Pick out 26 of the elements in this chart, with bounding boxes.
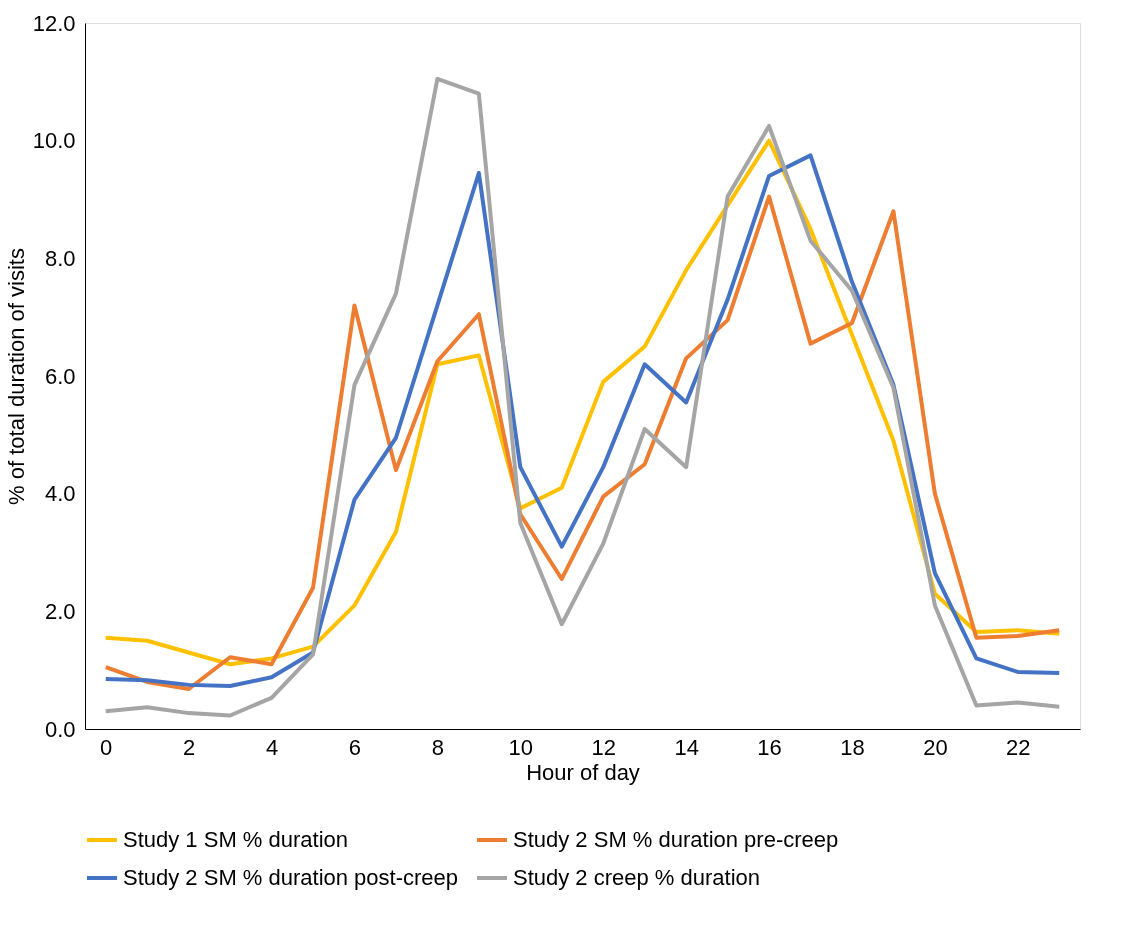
x-tick-label: 20	[923, 734, 948, 760]
y-tick-label: 8.0	[44, 245, 76, 271]
y-axis-title: % of total duration of visits	[3, 248, 29, 505]
x-tick-label: 10	[508, 734, 534, 760]
x-axis-title: Hour of day	[526, 759, 640, 785]
x-tick-label: 4	[265, 734, 279, 760]
x-tick-label: 2	[183, 734, 196, 760]
legend-label: Study 2 SM % duration pre-creep	[513, 827, 839, 852]
line-series	[103, 76, 1062, 718]
x-tick-label: 6	[348, 734, 362, 760]
x-tick-label: 14	[674, 734, 699, 760]
legend-label: Study 2 SM % duration post-creep	[123, 865, 459, 890]
y-tick-label: 0.0	[44, 716, 76, 742]
legend-label: Study 1 SM % duration	[123, 827, 349, 852]
y-tick-label: 6.0	[44, 363, 76, 389]
x-tick-label: 0	[100, 734, 113, 760]
y-tick-label: 12.0	[32, 10, 76, 36]
x-tick-label: 8	[431, 734, 445, 760]
x-tick-label: 16	[757, 734, 782, 760]
y-tick-label: 10.0	[32, 128, 76, 154]
y-tick-label: 4.0	[44, 481, 76, 507]
x-tick-label: 12	[591, 734, 616, 760]
x-tick-label: 22	[1006, 734, 1031, 760]
x-tick-label: 18	[840, 734, 865, 760]
y-tick-label: 2.0	[44, 598, 76, 624]
legend-label: Study 2 creep % duration	[513, 865, 761, 890]
